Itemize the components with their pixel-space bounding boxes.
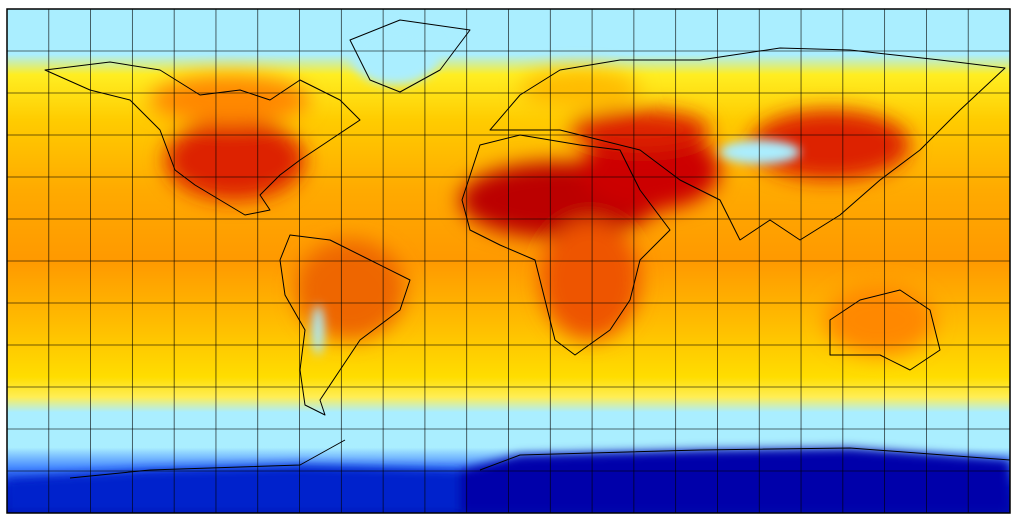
map-frame bbox=[6, 8, 1011, 514]
coastlines bbox=[44, 19, 1010, 479]
hot-regions bbox=[150, 70, 935, 355]
cold-regions bbox=[7, 25, 1010, 513]
field bbox=[7, 9, 1010, 513]
graticule bbox=[7, 9, 1010, 513]
